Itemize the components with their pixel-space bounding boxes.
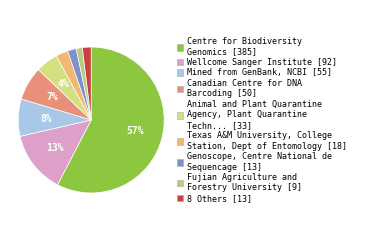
Wedge shape bbox=[38, 56, 91, 120]
Text: 7%: 7% bbox=[46, 92, 58, 102]
Wedge shape bbox=[20, 120, 91, 185]
Text: 57%: 57% bbox=[126, 126, 144, 136]
Text: 13%: 13% bbox=[47, 143, 64, 153]
Text: 8%: 8% bbox=[40, 114, 52, 124]
Wedge shape bbox=[57, 47, 164, 193]
Wedge shape bbox=[21, 70, 91, 120]
Wedge shape bbox=[68, 48, 91, 120]
Wedge shape bbox=[82, 47, 91, 120]
Legend: Centre for Biodiversity
Genomics [385], Wellcome Sanger Institute [92], Mined fr: Centre for Biodiversity Genomics [385], … bbox=[177, 37, 347, 203]
Wedge shape bbox=[56, 51, 91, 120]
Wedge shape bbox=[76, 48, 91, 120]
Wedge shape bbox=[18, 99, 91, 136]
Text: 4%: 4% bbox=[58, 79, 70, 89]
